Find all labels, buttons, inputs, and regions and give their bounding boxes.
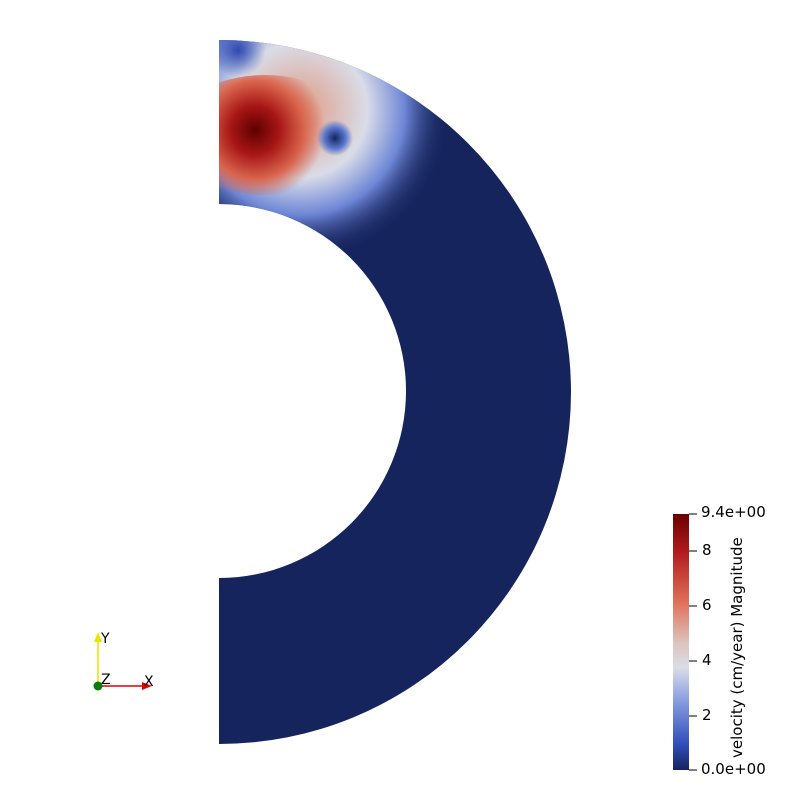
colorbar-tick-label-4: 4 xyxy=(702,651,712,669)
colorbar-gradient xyxy=(673,514,689,770)
y-axis-arrow xyxy=(94,632,102,642)
colorbar-title: velocity (cm/year) Magnitude xyxy=(728,537,746,758)
colorbar-max-label: 9.4e+00 xyxy=(701,503,766,521)
y-axis-label: Y xyxy=(100,631,110,647)
velocity-field-overlay xyxy=(219,40,571,290)
z-axis-dot xyxy=(93,681,103,691)
x-axis-label: X xyxy=(144,674,154,690)
colorbar-tick-label-6: 6 xyxy=(702,596,712,614)
colorbar-tick-label-2: 2 xyxy=(702,706,712,724)
z-axis-label: Z xyxy=(101,672,111,688)
colorbar-min-label: 0.0e+00 xyxy=(701,760,766,778)
orientation-axes: Y Z X xyxy=(93,631,154,691)
x-axis-arrow xyxy=(142,682,152,690)
colorbar xyxy=(673,513,697,771)
colorbar-tick-label-8: 8 xyxy=(702,541,712,559)
